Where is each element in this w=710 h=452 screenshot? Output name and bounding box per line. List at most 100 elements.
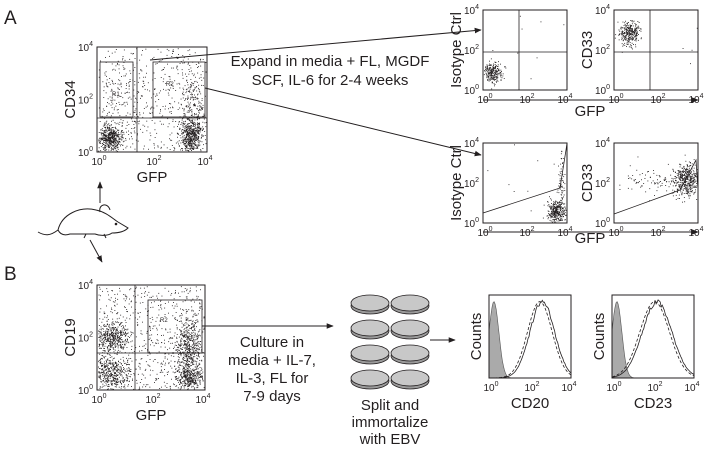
cell-dot <box>190 142 191 143</box>
cell-dot <box>170 107 171 108</box>
cell-dot <box>684 168 685 169</box>
cell-dot <box>490 75 491 76</box>
cell-dot <box>177 126 178 127</box>
cell-dot <box>623 35 624 36</box>
cell-dot <box>114 133 115 134</box>
cell-dot <box>615 34 616 35</box>
cell-dot <box>126 377 127 378</box>
cell-dot <box>627 25 628 26</box>
cell-dot <box>176 338 177 339</box>
cell-dot <box>193 342 194 343</box>
cell-dot <box>111 346 112 347</box>
cell-dot <box>109 376 110 377</box>
cell-dot <box>119 73 120 74</box>
cell-dot <box>496 82 497 83</box>
cell-dot <box>184 355 185 356</box>
cell-dot <box>487 67 488 68</box>
cell-dot <box>152 58 153 59</box>
cell-dot <box>561 202 562 203</box>
cell-dot <box>112 135 113 136</box>
cell-dot <box>115 346 116 347</box>
cell-dot <box>103 373 104 374</box>
cell-dot <box>636 182 637 183</box>
cell-dot <box>495 84 496 85</box>
cell-dot <box>197 127 198 128</box>
cell-dot <box>185 375 186 376</box>
cell-dot <box>195 140 196 141</box>
tick-base: 10 <box>557 228 569 239</box>
cell-dot <box>680 174 681 175</box>
cell-dot <box>188 325 189 326</box>
cell-dot <box>561 204 562 205</box>
cell-dot <box>504 66 505 67</box>
cell-dot <box>200 303 201 304</box>
cell-dot <box>557 218 558 219</box>
cell-dot <box>106 361 107 362</box>
cell-dot <box>627 44 628 45</box>
cell-dot <box>127 360 128 361</box>
cell-dot <box>140 98 141 99</box>
cell-dot <box>183 94 184 95</box>
cell-dot <box>636 183 637 184</box>
cell-dot <box>102 355 103 356</box>
cell-dot <box>560 219 561 220</box>
cell-dot <box>689 170 690 171</box>
cell-dot <box>195 52 196 53</box>
cell-dot <box>192 379 193 380</box>
cell-dot <box>115 147 116 148</box>
cell-dot <box>182 134 183 135</box>
cell-dot <box>551 203 552 204</box>
cell-dot <box>112 332 113 333</box>
cell-dot <box>106 339 107 340</box>
cell-dot <box>184 100 185 101</box>
cell-dot <box>119 325 120 326</box>
cell-dot <box>110 346 111 347</box>
cell-dot <box>122 134 123 135</box>
cell-dot <box>194 128 195 129</box>
cell-dot <box>190 373 191 374</box>
cell-dot <box>99 348 100 349</box>
cell-dot <box>101 379 102 380</box>
cell-dot <box>634 40 635 41</box>
cell-dot <box>630 30 631 31</box>
cell-dot <box>184 113 185 114</box>
cell-dot <box>198 98 199 99</box>
cell-dot <box>110 333 111 334</box>
cell-dot <box>562 219 563 220</box>
cell-dot <box>689 185 690 186</box>
cell-dot <box>192 317 193 318</box>
cell-dot <box>100 329 101 330</box>
cell-dot <box>629 34 630 35</box>
tick-label: 104 <box>595 137 610 150</box>
cell-dot <box>186 137 187 138</box>
tick-label: 100 <box>91 155 106 168</box>
cell-dot <box>128 333 129 334</box>
cell-dot <box>182 333 183 334</box>
cell-dot <box>121 76 122 77</box>
cell-dot <box>190 98 191 99</box>
cell-dot <box>195 97 196 98</box>
cell-dot <box>682 176 683 177</box>
cell-dot <box>119 102 120 103</box>
cell-dot <box>171 68 172 69</box>
cell-dot <box>560 216 561 217</box>
cell-dot <box>138 91 139 92</box>
cell-dot <box>182 365 183 366</box>
cell-dot <box>189 49 190 50</box>
cell-dot <box>134 96 135 97</box>
cell-dot <box>117 148 118 149</box>
cell-dot <box>174 366 175 367</box>
cell-dot <box>157 106 158 107</box>
cell-dot <box>563 182 564 183</box>
cell-dot <box>684 171 685 172</box>
cell-dot <box>496 73 497 74</box>
cell-dot <box>116 150 117 151</box>
cell-dot <box>110 139 111 140</box>
cell-dot <box>665 185 666 186</box>
cell-dot <box>642 186 643 187</box>
cell-dot <box>183 139 184 140</box>
cell-dot <box>558 215 559 216</box>
cell-dot <box>109 335 110 336</box>
cell-dot <box>192 323 193 324</box>
cell-dot <box>99 336 100 337</box>
